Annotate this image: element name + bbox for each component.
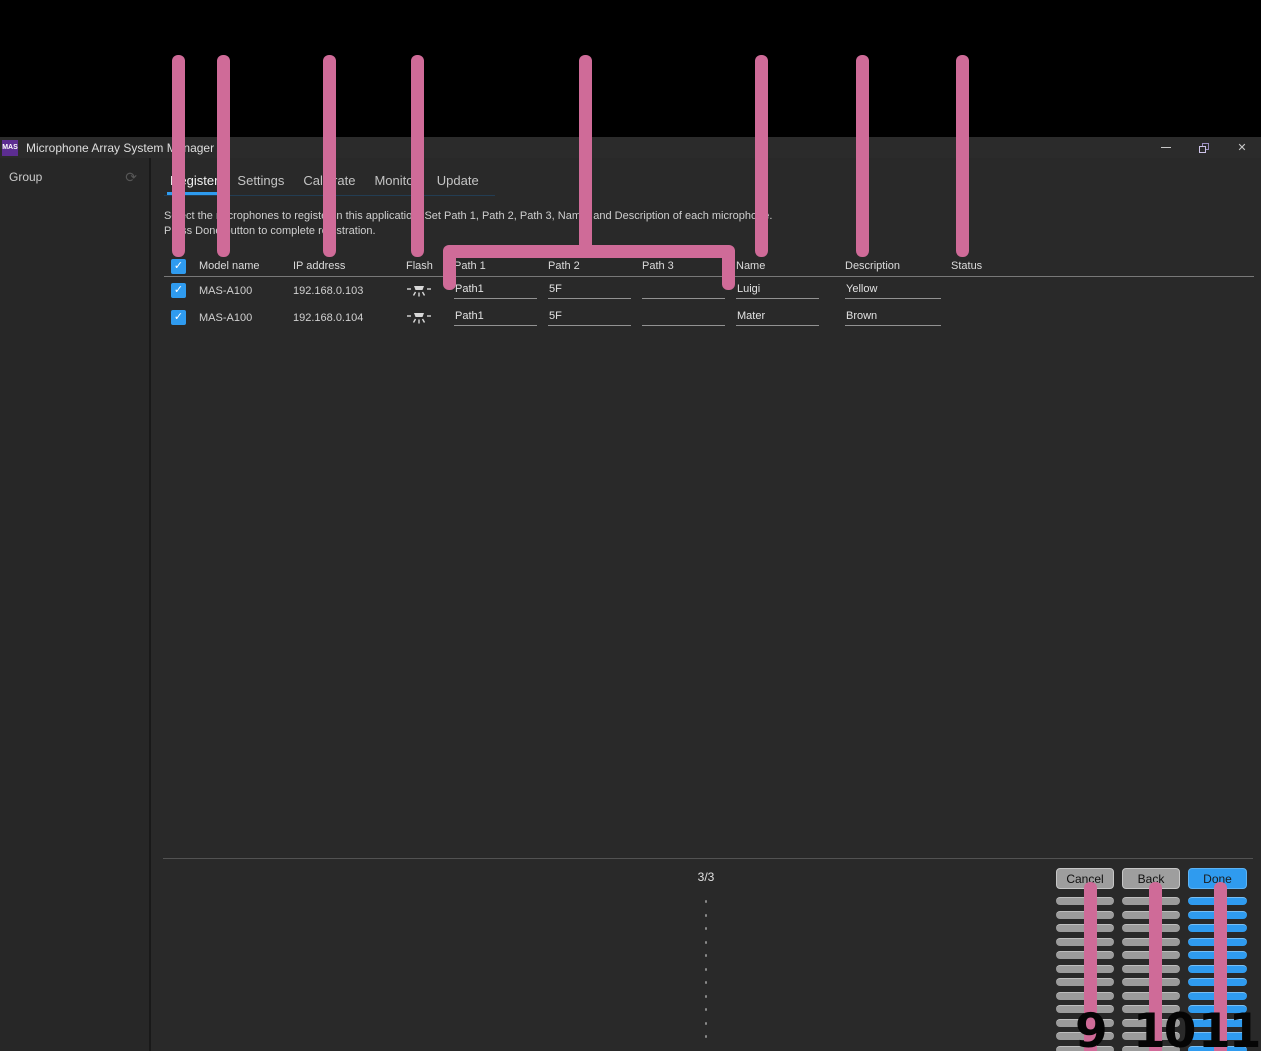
col-description: Description — [845, 260, 901, 272]
col-path3: Path 3 — [642, 260, 674, 272]
microphone-table: ✓ Model name IP address Flash Path 1 Pat… — [164, 256, 1254, 331]
instruction-line-1: Select the microphones to register in th… — [164, 210, 773, 222]
col-status: Status — [951, 260, 983, 272]
tab-settings[interactable]: Settings — [237, 173, 285, 188]
flash-cell — [406, 283, 454, 299]
description-input[interactable]: Brown — [845, 309, 941, 326]
flash-icon[interactable] — [406, 310, 432, 326]
sidebar: Group ⟳ — [0, 158, 151, 1051]
tab-calibrate[interactable]: Calibrate — [303, 173, 356, 188]
path1-input[interactable]: Path1 — [454, 309, 537, 326]
window-body: Group ⟳ Register Settings Calibrate Moni… — [0, 158, 1261, 1051]
col-path1: Path 1 — [454, 260, 486, 272]
restore-button[interactable] — [1185, 137, 1223, 158]
flash-cell — [406, 310, 454, 326]
page-indicator: 3/3 — [697, 870, 715, 884]
tab-update[interactable]: Update — [436, 173, 479, 188]
table-row: ✓ MAS-A100 192.168.0.103 — [164, 277, 1254, 304]
name-input[interactable]: Luigi — [736, 282, 819, 299]
model-name-value: MAS-A100 — [199, 311, 253, 324]
tab-bar: Register Settings Calibrate Monitor Upda… — [164, 173, 495, 196]
minimize-icon — [1161, 147, 1171, 148]
sidebar-header: Group ⟳ — [0, 158, 149, 184]
col-model-name: Model name — [199, 260, 260, 272]
footer-divider — [163, 858, 1253, 859]
checkmark-icon: ✓ — [173, 259, 184, 272]
refresh-icon[interactable]: ⟳ — [125, 169, 137, 185]
select-all-checkbox[interactable]: ✓ — [171, 258, 186, 274]
checkmark-icon: ✓ — [173, 311, 184, 323]
titlebar: MAS Microphone Array System Manager ✕ — [0, 137, 1261, 158]
done-button[interactable]: Done — [1188, 868, 1247, 889]
checkmark-icon: ✓ — [173, 284, 184, 296]
row-checkbox[interactable]: ✓ — [171, 310, 186, 325]
instruction-line-2: Press Done button to complete registrati… — [164, 225, 376, 237]
window-title: Microphone Array System Manager — [26, 140, 215, 155]
col-path2: Path 2 — [548, 260, 580, 272]
table-header-row: ✓ Model name IP address Flash Path 1 Pat… — [164, 256, 1254, 277]
path1-input[interactable]: Path1 — [454, 282, 537, 299]
path3-input[interactable] — [642, 309, 725, 326]
row-checkbox[interactable]: ✓ — [171, 283, 186, 298]
path2-input[interactable]: 5F — [548, 282, 631, 299]
col-ip-address: IP address — [293, 260, 346, 272]
table-row: ✓ MAS-A100 192.168.0.104 — [164, 304, 1254, 331]
app-window: MAS Microphone Array System Manager ✕ Gr… — [0, 137, 1261, 1051]
restore-icon — [1199, 142, 1209, 153]
tab-register[interactable]: Register — [167, 173, 222, 195]
cancel-button[interactable]: Cancel — [1056, 868, 1114, 889]
minimize-button[interactable] — [1147, 137, 1185, 158]
instructions: Select the microphones to register in th… — [164, 209, 1261, 239]
path3-input[interactable] — [642, 282, 725, 299]
app-logo: MAS — [2, 139, 18, 156]
ip-address-value: 192.168.0.103 — [293, 284, 364, 297]
back-button[interactable]: Back — [1122, 868, 1180, 889]
main-panel: Register Settings Calibrate Monitor Upda… — [151, 158, 1261, 1051]
group-label: Group — [9, 170, 43, 184]
col-flash: Flash — [406, 260, 433, 272]
flash-icon[interactable] — [406, 283, 432, 299]
close-button[interactable]: ✕ — [1237, 142, 1247, 154]
window-controls: ✕ — [1147, 137, 1261, 158]
col-name: Name — [736, 260, 766, 272]
ip-address-value: 192.168.0.104 — [293, 311, 364, 324]
tab-monitor[interactable]: Monitor — [374, 173, 418, 188]
path2-input[interactable]: 5F — [548, 309, 631, 326]
description-input[interactable]: Yellow — [845, 282, 941, 299]
model-name-value: MAS-A100 — [199, 284, 253, 297]
name-input[interactable]: Mater — [736, 309, 819, 326]
